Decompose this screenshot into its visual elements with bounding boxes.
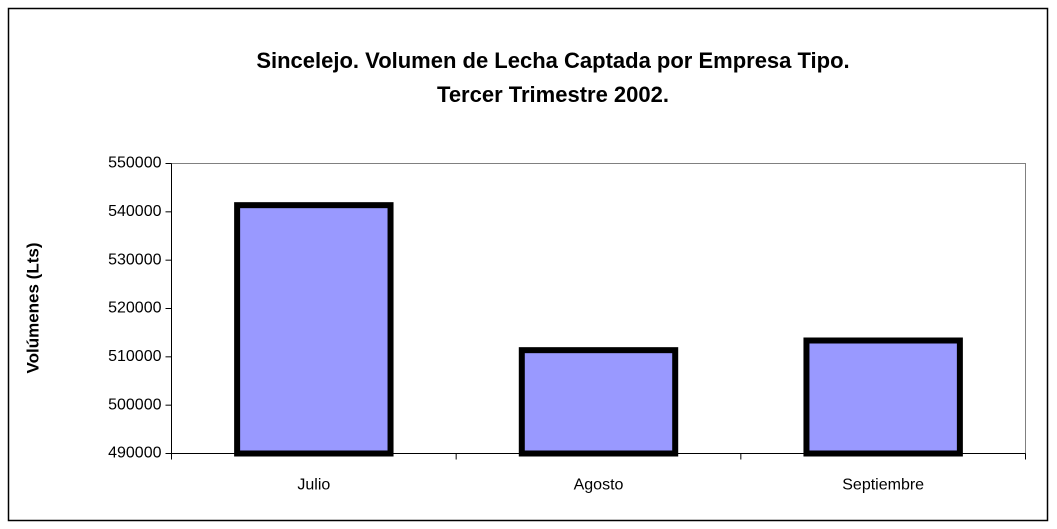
- y-tick-label: 510000: [108, 348, 161, 365]
- chart-title: Sincelejo. Volumen de Lecha Captada por …: [256, 48, 849, 73]
- bar: [518, 347, 679, 457]
- y-tick-label: 520000: [108, 300, 161, 317]
- x-tick-label: Julio: [297, 477, 330, 494]
- chart-subtitle: Tercer Trimestre 2002.: [437, 82, 669, 107]
- y-tick-label: 540000: [108, 203, 161, 220]
- y-tick-label: 500000: [108, 396, 161, 413]
- y-axis-label: Volúmenes (Lts): [23, 243, 42, 374]
- y-tick-label: 490000: [108, 445, 161, 462]
- bar: [234, 202, 394, 457]
- x-tick-label: Septiembre: [842, 477, 924, 494]
- bar: [803, 337, 963, 457]
- y-tick-label: 530000: [108, 251, 161, 268]
- x-tick-label: Agosto: [574, 477, 624, 494]
- y-tick-label: 550000: [108, 155, 161, 172]
